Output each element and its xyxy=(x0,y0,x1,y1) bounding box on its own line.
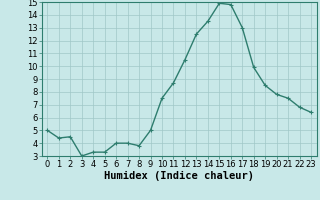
X-axis label: Humidex (Indice chaleur): Humidex (Indice chaleur) xyxy=(104,171,254,181)
